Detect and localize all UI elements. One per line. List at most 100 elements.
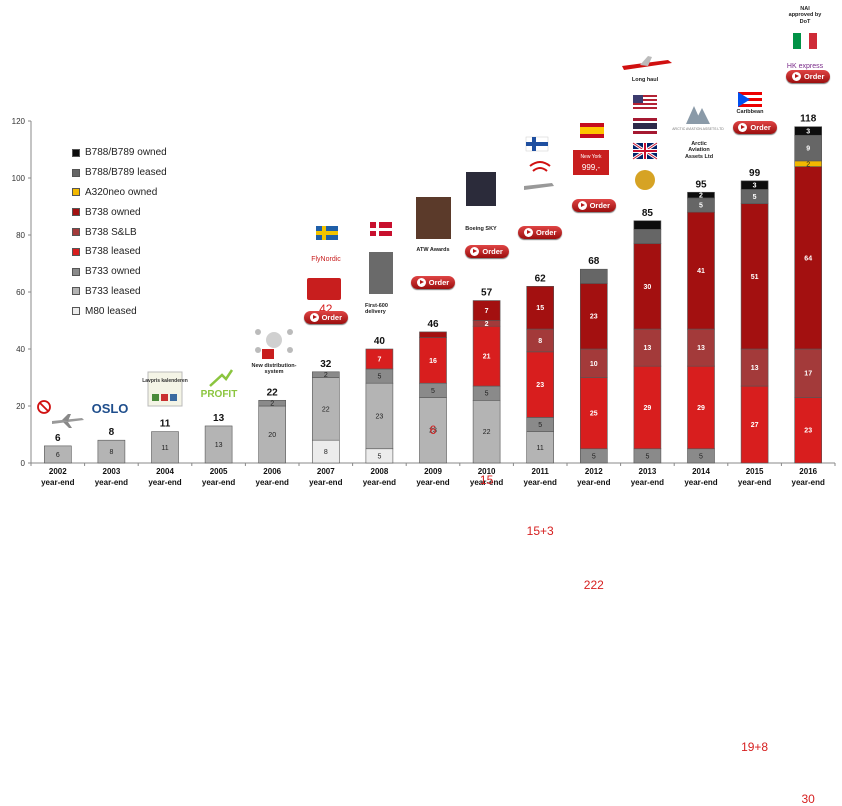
bar-segment — [794, 348, 823, 398]
x-tick-label: 2014 — [692, 467, 710, 476]
oslo-logo: OSLO — [92, 401, 129, 416]
order-label: Order — [750, 123, 771, 132]
total-label: 95 — [695, 179, 707, 190]
x-tick-sublabel: year-end — [738, 478, 771, 487]
annotation-distribution: New distribution-system — [251, 363, 297, 376]
order-button-2016: Order — [786, 70, 831, 83]
y-tick-label: 100 — [12, 174, 26, 183]
legend: B788/B789 owned B788/B789 leased A320neo o… — [72, 143, 167, 321]
segment-label: 5 — [538, 422, 542, 429]
legend-label: A320neo owned — [85, 186, 158, 198]
x-tick-label: 2012 — [585, 467, 603, 476]
annotation-first-600: First-600 delivery — [365, 303, 388, 316]
legend-item: M80 leased — [72, 301, 167, 321]
segment-label: 2 — [699, 193, 703, 200]
new-york-price: 999,- — [582, 163, 601, 172]
bar-segment — [740, 180, 769, 190]
segment-label: 22 — [483, 429, 491, 436]
y-tick-label: 40 — [16, 345, 25, 354]
profit-label: PROFIT — [201, 389, 238, 400]
x-tick-sublabel: year-end — [416, 478, 449, 487]
segment-label: 29 — [697, 405, 705, 412]
segment-label: 7 — [377, 356, 381, 363]
x-tick-sublabel: year-end — [524, 478, 557, 487]
bar-segment — [794, 126, 823, 136]
bar-stack-2015: 27 13 51 5 3 99 — [740, 168, 769, 464]
segment-label: 11 — [537, 445, 544, 452]
order-count-2012: 222 — [583, 578, 604, 592]
bar-stack-2004: 11 11 — [151, 419, 179, 464]
bar-segment — [97, 439, 126, 464]
x-tick-sublabel: year-end — [41, 478, 74, 487]
bar-segment — [740, 385, 769, 464]
spain-flag-icon — [580, 123, 604, 138]
chart-bars: 6688111113132022282223252357402351646225… — [43, 114, 823, 464]
segment-label: 5 — [431, 388, 435, 395]
long-haul-plane-icon — [622, 56, 672, 70]
x-tick-sublabel: year-end — [202, 478, 235, 487]
segment-label: 7 — [485, 308, 489, 315]
bar-segment — [472, 325, 501, 387]
legend-label: B733 leased — [85, 285, 141, 297]
play-icon — [791, 72, 801, 81]
bar-segment — [633, 328, 662, 367]
segment-label: 29 — [644, 405, 652, 412]
bar-stack-2014: 5 29 13 41 5 2 95 — [687, 179, 715, 464]
segment-label: 13 — [644, 345, 652, 352]
x-tick-sublabel: year-end — [95, 478, 128, 487]
legend-swatch — [72, 228, 80, 237]
legend-item: B733 leased — [72, 282, 167, 302]
bar-segment — [311, 371, 340, 378]
bar-segment — [365, 382, 394, 450]
bar-segment — [579, 283, 608, 350]
order-label: Order — [535, 228, 557, 237]
segment-label: 51 — [751, 274, 759, 281]
bar-stack-2003: 88 — [97, 427, 126, 464]
segment-label: 21 — [483, 354, 491, 361]
credit-card-icon — [307, 278, 341, 300]
denmark-flag-icon — [370, 222, 392, 236]
segment-label: 5 — [377, 453, 381, 460]
x-tick-sublabel: year-end — [792, 478, 825, 487]
x-tick-label: 2006 — [263, 467, 281, 476]
order-button-2007: Order — [303, 311, 348, 324]
order-label: Order — [482, 247, 503, 256]
segment-label: 20 — [268, 432, 276, 439]
total-label: 11 — [160, 419, 171, 430]
bar-stack-2008: 5 23 5 7 40 — [365, 336, 394, 464]
order-label: Order — [428, 278, 450, 287]
arctic-mountain-icon: ARCTIC AVIATION ASSETS LTD — [672, 106, 724, 131]
x-tick-sublabel: year-end — [256, 478, 289, 487]
segment-label: 11 — [161, 445, 168, 452]
bar-segment — [526, 351, 555, 418]
segment-label: 5 — [377, 374, 381, 381]
bar-segment — [311, 377, 340, 441]
segment-label: 13 — [215, 442, 223, 449]
distribution-system-icon — [255, 329, 293, 359]
legend-item: B738 S&LB — [72, 222, 167, 242]
segment-label: 6 — [56, 452, 60, 459]
legend-label: B738 owned — [85, 206, 141, 218]
segment-label: 3 — [806, 128, 810, 135]
order-label: Order — [803, 72, 825, 81]
bar-stack-2009: 23 5 16 46 — [419, 319, 447, 464]
legend-swatch — [72, 148, 80, 157]
legend-swatch — [72, 208, 80, 217]
arctic-logo-text: ARCTIC AVIATION ASSETS LTD — [672, 127, 724, 131]
order-count-2009: 6 — [429, 423, 437, 437]
bar-stack-2002: 66 — [43, 433, 72, 464]
annotation-arctic: Arctic Aviation Assets Ltd — [684, 141, 714, 160]
segment-label: 5 — [645, 453, 649, 460]
segment-label: 8 — [109, 449, 113, 456]
x-tick-label: 2010 — [478, 467, 496, 476]
legend-swatch — [72, 247, 80, 256]
segment-label: 5 — [753, 194, 757, 201]
bar-segment — [204, 425, 233, 464]
puerto-rico-flag-icon — [738, 92, 762, 107]
legend-label: B788/B789 owned — [85, 147, 167, 159]
bar-segment — [633, 243, 662, 330]
y-tick-label: 80 — [16, 231, 25, 240]
new-york-ad-icon: New York 999,- — [573, 150, 609, 175]
